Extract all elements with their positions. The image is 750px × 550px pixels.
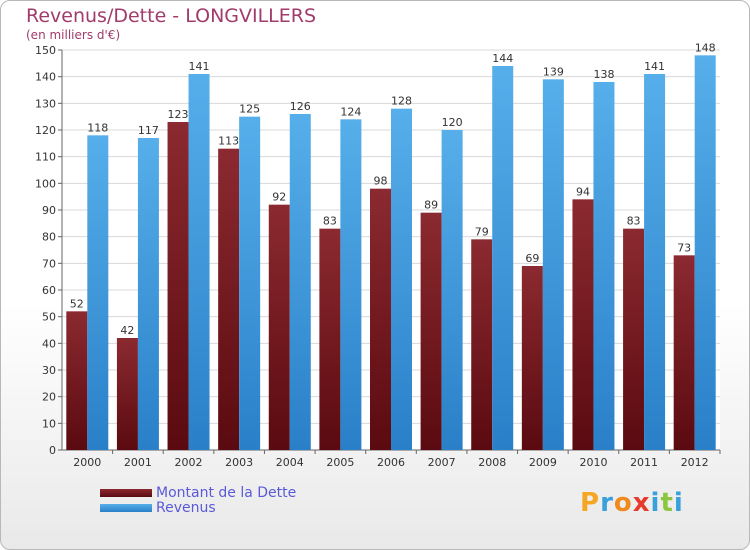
bar-revenus xyxy=(644,74,666,450)
chart-title: Revenus/Dette - LONGVILLERS xyxy=(26,5,317,27)
bar-revenus xyxy=(492,66,514,450)
legend-swatch-dette xyxy=(100,489,152,497)
data-label-dette: 123 xyxy=(168,108,189,121)
logo-letter: t xyxy=(660,488,674,518)
bar-dette xyxy=(623,228,645,450)
data-label-revenus: 148 xyxy=(695,41,716,54)
y-tick-label: 70 xyxy=(42,257,56,270)
chart-subtitle: (en milliers d'€) xyxy=(26,28,121,42)
bar-dette xyxy=(521,266,543,450)
x-tick-label: 2000 xyxy=(73,456,101,469)
data-label-revenus: 144 xyxy=(492,52,513,65)
bar-revenus xyxy=(694,55,716,450)
bar-revenus xyxy=(391,108,412,451)
data-label-dette: 94 xyxy=(576,185,590,198)
y-tick-label: 0 xyxy=(49,444,56,457)
data-label-revenus: 141 xyxy=(189,60,210,73)
bar-revenus xyxy=(441,130,463,450)
y-tick-label: 150 xyxy=(35,44,56,57)
data-label-dette: 79 xyxy=(475,225,489,238)
data-label-dette: 98 xyxy=(374,175,388,188)
bar-revenus xyxy=(87,135,109,451)
x-tick-label: 2012 xyxy=(681,456,709,469)
y-tick-label: 10 xyxy=(42,417,56,430)
bar-revenus xyxy=(239,116,261,451)
y-tick-label: 50 xyxy=(42,311,56,324)
data-label-revenus: 141 xyxy=(644,60,665,73)
proxiti-logo: Proxiti xyxy=(580,488,684,518)
bar-dette xyxy=(370,188,391,450)
data-label-revenus: 125 xyxy=(239,103,260,116)
data-label-revenus: 128 xyxy=(391,95,412,108)
x-tick-label: 2007 xyxy=(428,456,456,469)
bar-dette xyxy=(319,228,341,450)
legend-label-dette: Montant de la Dette xyxy=(156,485,297,501)
x-tick-label: 2005 xyxy=(326,456,354,469)
y-tick-label: 80 xyxy=(42,231,56,244)
bar-dette xyxy=(471,239,493,450)
y-tick-label: 120 xyxy=(35,124,56,137)
logo-letter: P xyxy=(580,488,601,518)
data-label-dette: 42 xyxy=(120,324,134,337)
logo-letter: o xyxy=(613,488,633,518)
data-label-dette: 69 xyxy=(525,252,539,265)
bar-dette xyxy=(673,255,695,450)
data-label-revenus: 126 xyxy=(290,100,311,113)
bar-dette xyxy=(167,122,189,450)
data-label-dette: 89 xyxy=(424,199,438,212)
data-label-dette: 83 xyxy=(323,215,337,228)
x-tick-label: 2011 xyxy=(630,456,658,469)
y-tick-label: 30 xyxy=(42,364,56,377)
x-tick-label: 2003 xyxy=(225,456,253,469)
x-tick-label: 2001 xyxy=(124,456,152,469)
data-label-revenus: 139 xyxy=(543,65,564,78)
data-label-revenus: 118 xyxy=(87,121,108,134)
x-tick-label: 2004 xyxy=(276,456,304,469)
legend-swatch-revenus xyxy=(100,504,152,512)
data-label-dette: 83 xyxy=(627,215,641,228)
x-tick-label: 2006 xyxy=(377,456,405,469)
bar-revenus xyxy=(289,114,311,450)
y-tick-label: 90 xyxy=(42,204,56,217)
bar-dette xyxy=(420,212,442,450)
bar-revenus xyxy=(188,74,210,450)
bar-dette xyxy=(268,204,290,450)
x-tick-label: 2002 xyxy=(175,456,203,469)
logo-letter: i xyxy=(673,488,684,518)
data-label-dette: 113 xyxy=(218,135,239,148)
bar-revenus xyxy=(340,119,362,450)
bar-dette xyxy=(66,311,88,450)
logo-letter: r xyxy=(600,488,614,518)
logo-letter: i xyxy=(650,488,661,518)
data-label-revenus: 124 xyxy=(340,105,361,118)
logo-letter: x xyxy=(632,488,651,518)
bar-dette xyxy=(218,148,240,450)
y-tick-label: 40 xyxy=(42,337,56,350)
bar-revenus xyxy=(593,82,615,450)
data-label-revenus: 120 xyxy=(442,116,463,129)
data-label-dette: 52 xyxy=(70,297,84,310)
data-label-dette: 92 xyxy=(272,191,286,204)
bar-revenus xyxy=(137,138,159,450)
bar-revenus xyxy=(542,79,564,450)
y-tick-label: 140 xyxy=(35,71,56,84)
y-tick-label: 100 xyxy=(35,177,56,190)
y-tick-label: 130 xyxy=(35,97,56,110)
y-tick-label: 110 xyxy=(35,151,56,164)
bar-dette xyxy=(116,338,138,450)
bar-dette xyxy=(572,199,594,450)
data-label-revenus: 138 xyxy=(593,68,614,81)
data-label-dette: 73 xyxy=(677,241,691,254)
legend-label-revenus: Revenus xyxy=(156,500,216,516)
x-tick-label: 2010 xyxy=(579,456,607,469)
data-label-revenus: 117 xyxy=(138,124,159,137)
x-tick-label: 2008 xyxy=(478,456,506,469)
y-tick-label: 20 xyxy=(42,391,56,404)
y-tick-label: 60 xyxy=(42,284,56,297)
x-tick-label: 2009 xyxy=(529,456,557,469)
